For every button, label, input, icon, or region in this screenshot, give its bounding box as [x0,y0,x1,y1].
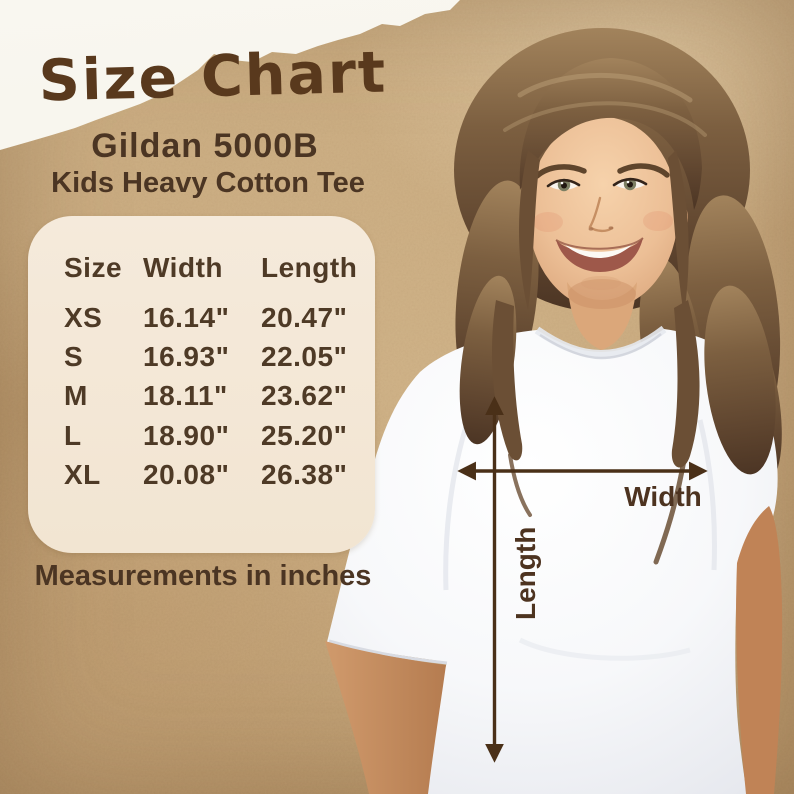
size-table-card: Size Width Length XS 16.14" 20.47" S 16.… [28,216,375,553]
width-value: 18.11" [143,380,228,411]
size-value: L [64,420,82,451]
units-footnote: Measurements in inches [34,560,372,592]
length-value: 22.05" [261,341,348,372]
table-row: M 18.11" 23.62" [28,380,375,416]
page-title: Size Chart [37,39,389,115]
width-value: 16.14" [143,302,230,333]
product-type: Kids Heavy Cotton Tee [51,167,365,199]
length-arrow-label: Length [510,526,541,620]
size-value: M [64,380,88,411]
length-value: 20.47" [261,302,348,333]
column-header-width: Width [143,252,223,283]
table-row: L 18.90" 25.20" [28,420,375,456]
table-row: XS 16.14" 20.47" [28,302,375,338]
table-row: S 16.93" 22.05" [28,341,375,377]
length-value: 23.62" [261,380,348,411]
column-header-length: Length [261,252,358,283]
column-header-size: Size [64,252,123,283]
product-name: Gildan 5000B [91,127,319,165]
width-value: 18.90" [143,420,230,451]
size-value: XL [64,459,101,490]
table-row: XL 20.08" 26.38" [28,459,375,495]
table-header-row: Size Width Length [28,252,375,288]
size-value: XS [64,302,103,333]
width-arrow-label: Width [624,481,702,512]
length-value: 25.20" [261,420,348,451]
length-value: 26.38" [261,459,348,490]
width-value: 20.08" [143,459,230,490]
size-value: S [64,341,84,372]
width-value: 16.93" [143,341,230,372]
